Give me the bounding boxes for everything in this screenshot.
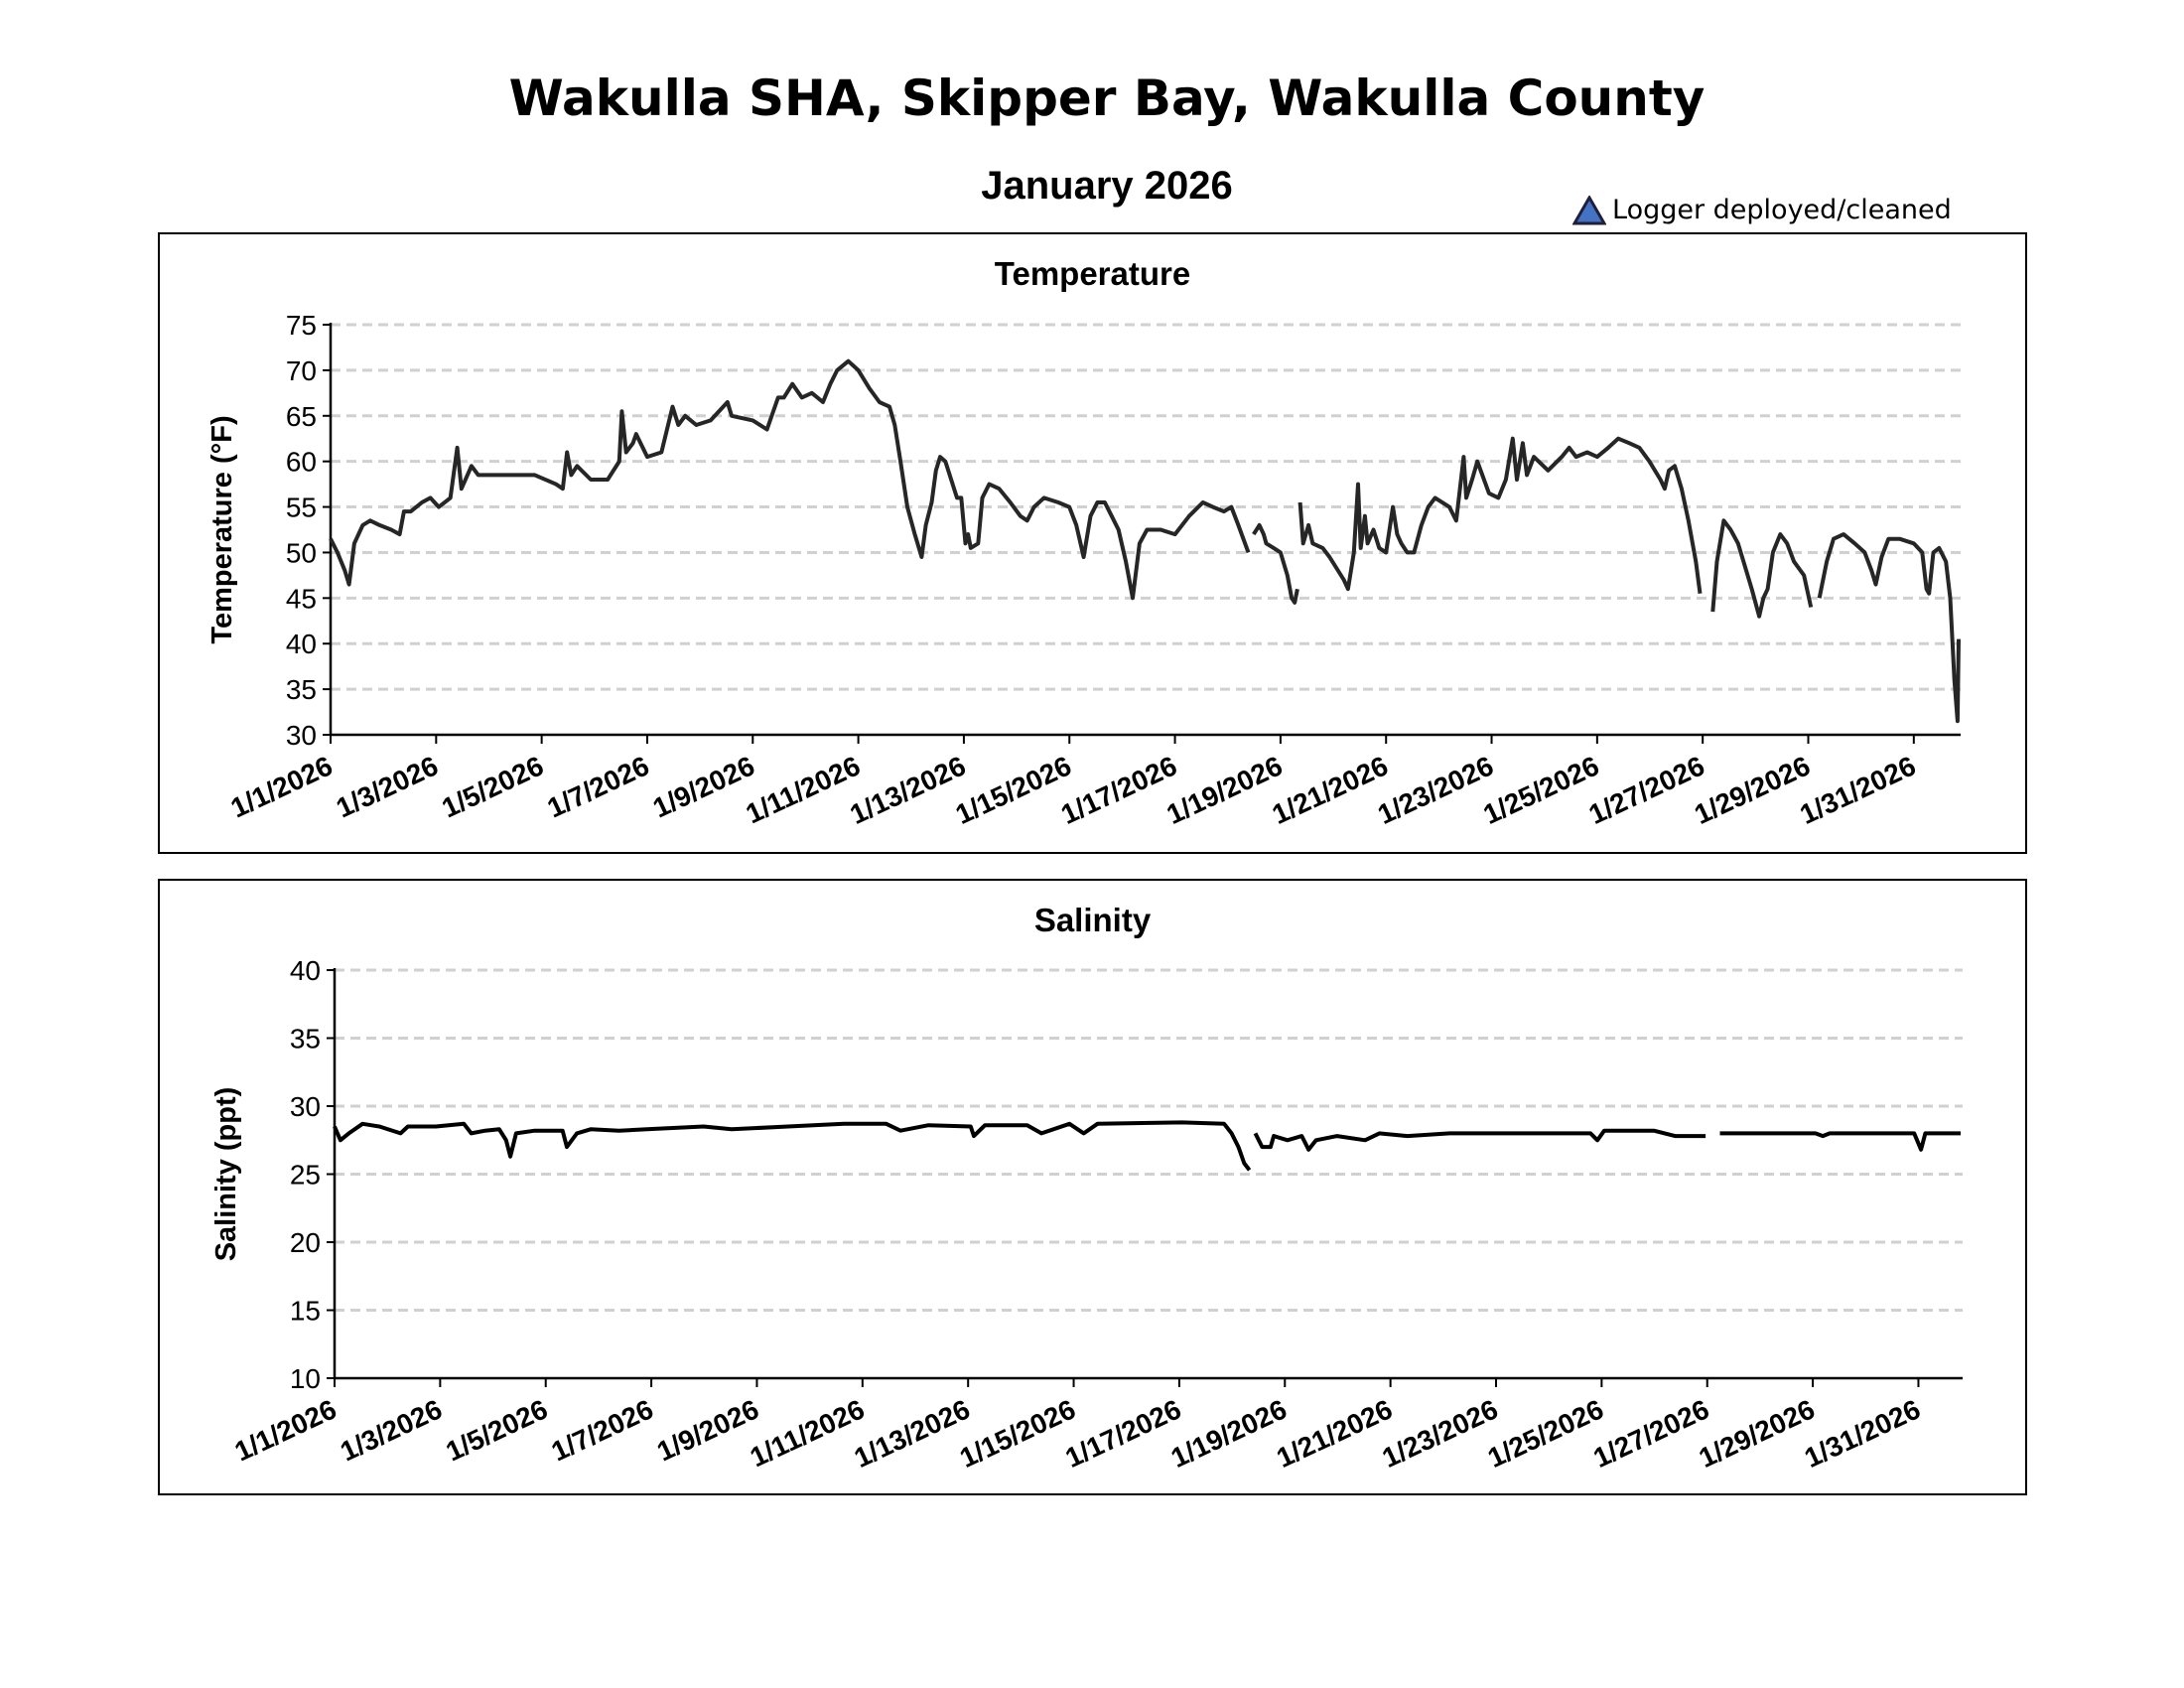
y-tick-label: 70 bbox=[286, 355, 317, 386]
y-axis-title: Temperature (°F) bbox=[206, 415, 238, 643]
triangle-marker-icon bbox=[1572, 195, 1606, 224]
chart-title: Salinity bbox=[1034, 902, 1152, 938]
y-tick-label: 30 bbox=[286, 720, 317, 751]
chart-temperature: Temperature 30 35 40 45 50 55 60 65 70 75 Temperatu… bbox=[158, 232, 2027, 854]
series-line-salinity bbox=[333, 1120, 1961, 1172]
y-tick-label: 75 bbox=[286, 310, 317, 341]
y-tick-label: 45 bbox=[286, 583, 317, 614]
y-tick-label: 60 bbox=[286, 447, 317, 478]
y-tick-label: 10 bbox=[290, 1363, 321, 1394]
legend: Logger deployed/cleaned bbox=[1572, 195, 1952, 225]
chart-title: Temperature bbox=[995, 255, 1190, 292]
y-tick-label: 50 bbox=[286, 537, 317, 568]
y-tick-label: 15 bbox=[290, 1296, 321, 1327]
y-tick-label: 25 bbox=[290, 1160, 321, 1191]
y-tick-label: 20 bbox=[290, 1227, 321, 1258]
y-axis-title: Salinity (ppt) bbox=[210, 1087, 242, 1262]
legend-label: Logger deployed/cleaned bbox=[1612, 195, 1952, 225]
y-tick-label: 65 bbox=[286, 401, 317, 432]
chart-frame bbox=[158, 879, 2027, 1495]
y-tick-label: 40 bbox=[290, 955, 321, 986]
y-tick-label: 40 bbox=[286, 629, 317, 659]
y-tick-label: 30 bbox=[290, 1091, 321, 1122]
chart-frame bbox=[158, 232, 2027, 854]
y-tick-label: 35 bbox=[286, 674, 317, 705]
series-line-temperature bbox=[329, 358, 1961, 724]
y-tick-label: 55 bbox=[286, 492, 317, 523]
subtitle: January 2026 bbox=[981, 164, 1233, 208]
main-title: Wakulla SHA, Skipper Bay, Wakulla County bbox=[508, 70, 1706, 127]
y-tick-label: 35 bbox=[290, 1024, 321, 1055]
